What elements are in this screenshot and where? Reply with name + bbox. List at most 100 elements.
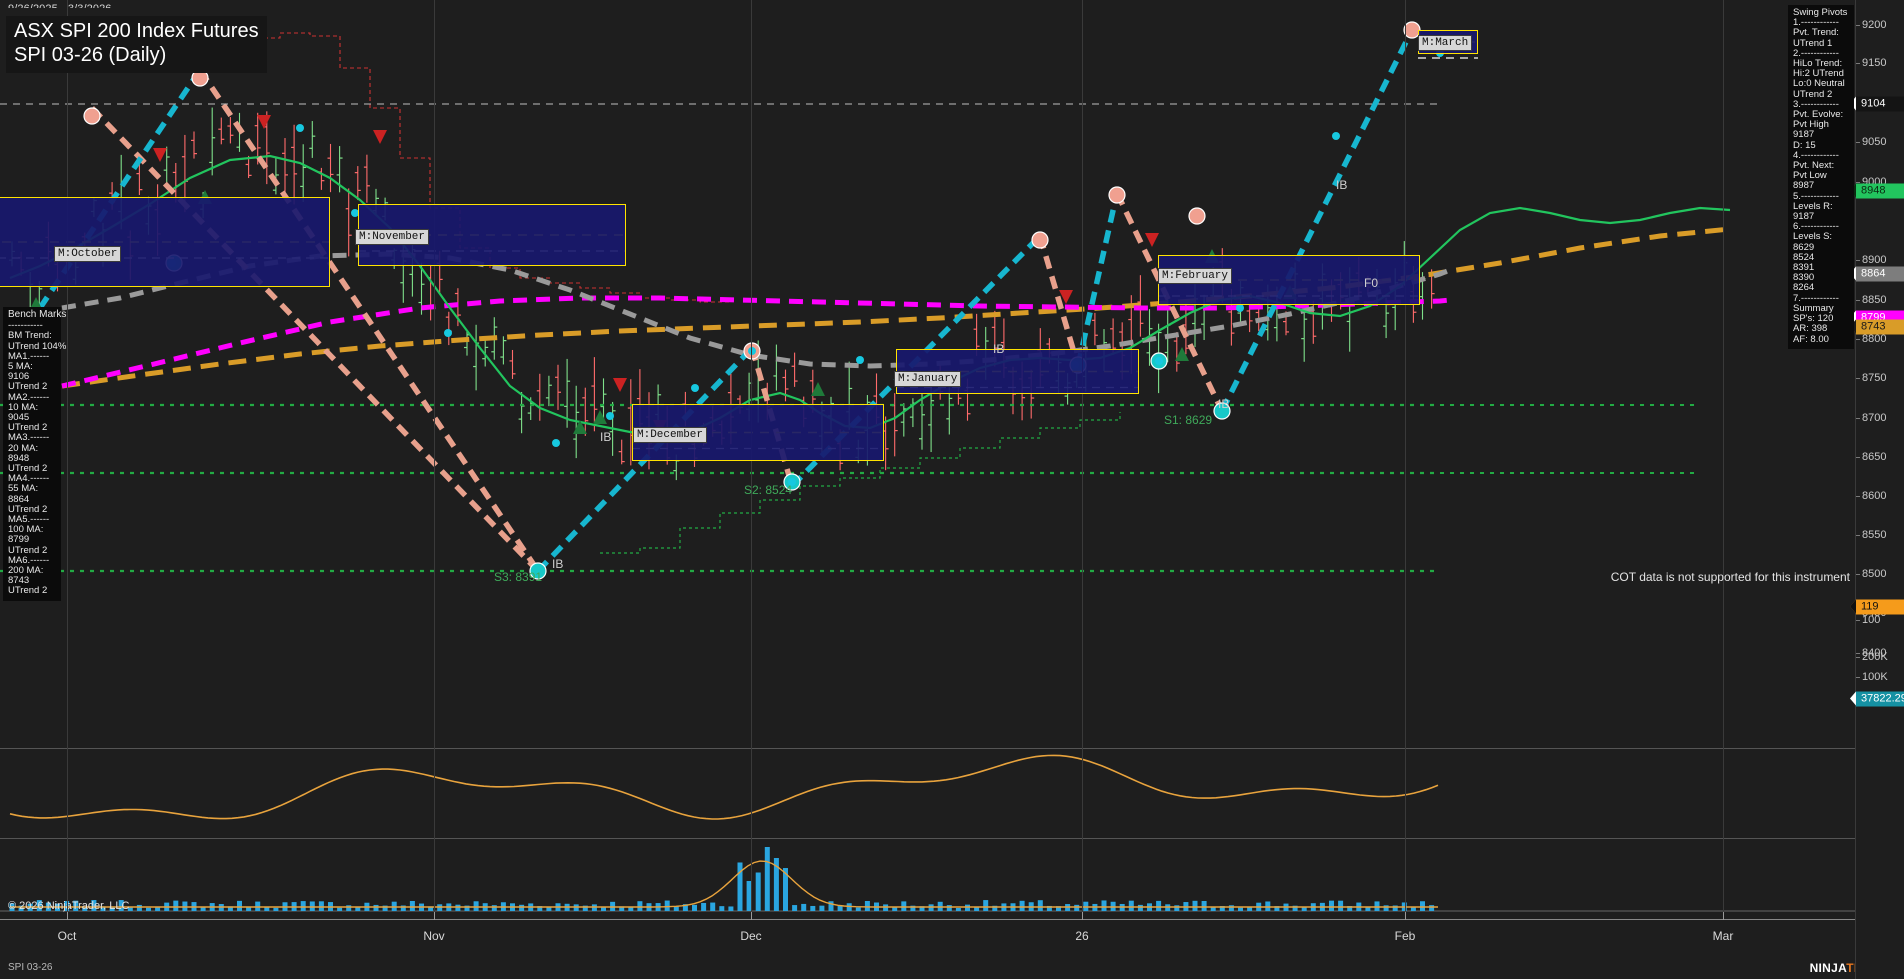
volume-bar xyxy=(1238,907,1243,911)
volume-bar xyxy=(1174,905,1180,911)
volume-bar xyxy=(1128,900,1134,911)
volume-bar xyxy=(519,904,525,911)
volume-bar xyxy=(901,901,907,911)
volume-bar xyxy=(974,907,980,911)
volume-bar xyxy=(628,907,634,911)
month-zone-label[interactable]: M:November xyxy=(355,229,430,245)
vertical-gridline xyxy=(1405,0,1406,911)
swing-pivot-row: 8987 xyxy=(1793,180,1815,192)
price-axis-tick: 8400 xyxy=(1856,647,1904,659)
volume-bar xyxy=(828,901,834,911)
swing-dot xyxy=(606,412,614,420)
volume-bar xyxy=(773,858,779,911)
benchmark-row: 8799 xyxy=(8,534,30,546)
benchmark-row: UTrend 2 xyxy=(8,422,48,434)
volume-bar xyxy=(1192,900,1198,911)
time-axis-bottom[interactable]: Oct Nov Dec 26 Feb Mar xyxy=(0,912,1855,949)
volume-bar xyxy=(1210,906,1216,911)
price-axis-tick: 9200 xyxy=(1856,19,1904,31)
volume-bar xyxy=(173,900,179,911)
volume-pane[interactable] xyxy=(0,840,1855,912)
swing-pivot-row: 5.------------ xyxy=(1793,190,1839,202)
swing-pivot-row: Pvt. Evolve: xyxy=(1793,109,1844,121)
volume-bar xyxy=(1420,901,1425,911)
benchmarks-panel[interactable]: Bench Marks ----------- BM Trend: UTrend 1… xyxy=(3,307,67,601)
oscillator-pane[interactable] xyxy=(0,750,1855,838)
volume-bar xyxy=(1228,905,1234,911)
month-zone-label[interactable]: M:March xyxy=(1418,35,1473,51)
volume-bar xyxy=(1019,900,1025,911)
volume-bar xyxy=(582,905,588,911)
time-axis-tickmark xyxy=(1082,912,1083,920)
benchmark-row: MA4.------ xyxy=(8,473,50,485)
volume-bar xyxy=(1292,905,1298,911)
month-zone-box[interactable] xyxy=(358,204,626,266)
volume-bar xyxy=(227,906,233,911)
time-axis-tick: Feb xyxy=(1394,929,1416,943)
month-zone-box[interactable] xyxy=(0,197,330,287)
support-staircase xyxy=(600,412,1121,554)
volume-bar xyxy=(737,862,743,911)
volume-bar xyxy=(855,907,861,911)
volume-bar xyxy=(682,904,688,911)
volume-bar xyxy=(719,906,725,911)
month-zone-label[interactable]: M:February xyxy=(1158,268,1233,284)
volume-axis-tick: 100K xyxy=(1856,671,1904,683)
swing-pivot-row: HiLo Trend: xyxy=(1793,58,1843,70)
swing-pivot-row: 7.------------ xyxy=(1793,292,1839,304)
signal-triangle-dn xyxy=(1059,290,1073,304)
signal-triangle-dn xyxy=(613,378,627,392)
volume-bar xyxy=(792,905,798,911)
volume-bar xyxy=(1301,906,1307,911)
swing-pivots-panel[interactable]: Swing Pivots 1.------------ Pvt. Trend: UT… xyxy=(1788,5,1854,349)
pivot-marker-circle xyxy=(1188,207,1206,225)
volume-bar xyxy=(664,900,670,911)
swing-pivot-row: Levels S: xyxy=(1793,231,1833,243)
signal-triangle-up xyxy=(1175,347,1189,361)
volume-bar xyxy=(400,905,406,911)
swing-pivot-row: 4.------------ xyxy=(1793,149,1839,161)
volume-bar xyxy=(255,901,261,911)
swing-pivot-row: Pvt. Next: xyxy=(1793,160,1835,172)
volume-bar xyxy=(382,905,388,911)
month-zone-label[interactable]: M:December xyxy=(633,427,708,443)
swing-dot xyxy=(444,329,452,337)
volume-bar xyxy=(864,900,870,911)
volume-bar xyxy=(819,905,825,911)
volume-bar xyxy=(910,905,916,911)
time-axis-tickmark xyxy=(751,912,752,920)
volume-value-badge: 37822.29 xyxy=(1850,691,1904,707)
instrument-contract: SPI 03-26 (Daily) xyxy=(14,44,167,67)
volume-bar xyxy=(318,901,324,911)
volume-bar xyxy=(1219,906,1225,911)
swing-pivot-row: Hi:2 UTrend xyxy=(1793,68,1844,80)
ma200-badge: 8743 xyxy=(1850,319,1904,335)
volume-bar xyxy=(273,907,279,911)
benchmark-row: UTrend 104% xyxy=(8,340,67,352)
volume-bar xyxy=(1037,900,1043,911)
volume-bar xyxy=(983,900,989,911)
volume-plot-canvas xyxy=(0,847,1855,912)
month-zone-label[interactable]: M:October xyxy=(54,246,122,262)
swing-dot xyxy=(788,478,796,486)
volume-bar xyxy=(464,905,470,911)
benchmark-row: 10 MA: xyxy=(8,401,39,413)
benchmark-row: 5 MA: xyxy=(8,361,33,373)
month-zone-label[interactable]: M:January xyxy=(894,371,962,387)
volume-bar xyxy=(601,907,606,911)
volume-bar xyxy=(1383,905,1389,911)
swing-pivot-row: UTrend 2 xyxy=(1793,88,1833,100)
pivot-marker-circle xyxy=(1213,402,1231,420)
signal-triangle-up xyxy=(573,420,587,434)
volume-bar xyxy=(1338,900,1344,911)
volume-bar xyxy=(764,847,770,911)
volume-bar xyxy=(755,872,761,911)
level-tag-ib: IB xyxy=(1218,397,1230,411)
volume-bar xyxy=(955,907,961,911)
time-axis-tickmark xyxy=(1405,912,1406,920)
volume-bar xyxy=(965,904,970,911)
support-staircase-line xyxy=(600,412,1121,554)
volume-bar xyxy=(783,868,788,911)
volume-bar xyxy=(1329,900,1334,911)
price-axis-right[interactable]: 9200 9150 9050 9000 8900 8850 8800 8750 8700 8650… xyxy=(1850,0,1904,979)
